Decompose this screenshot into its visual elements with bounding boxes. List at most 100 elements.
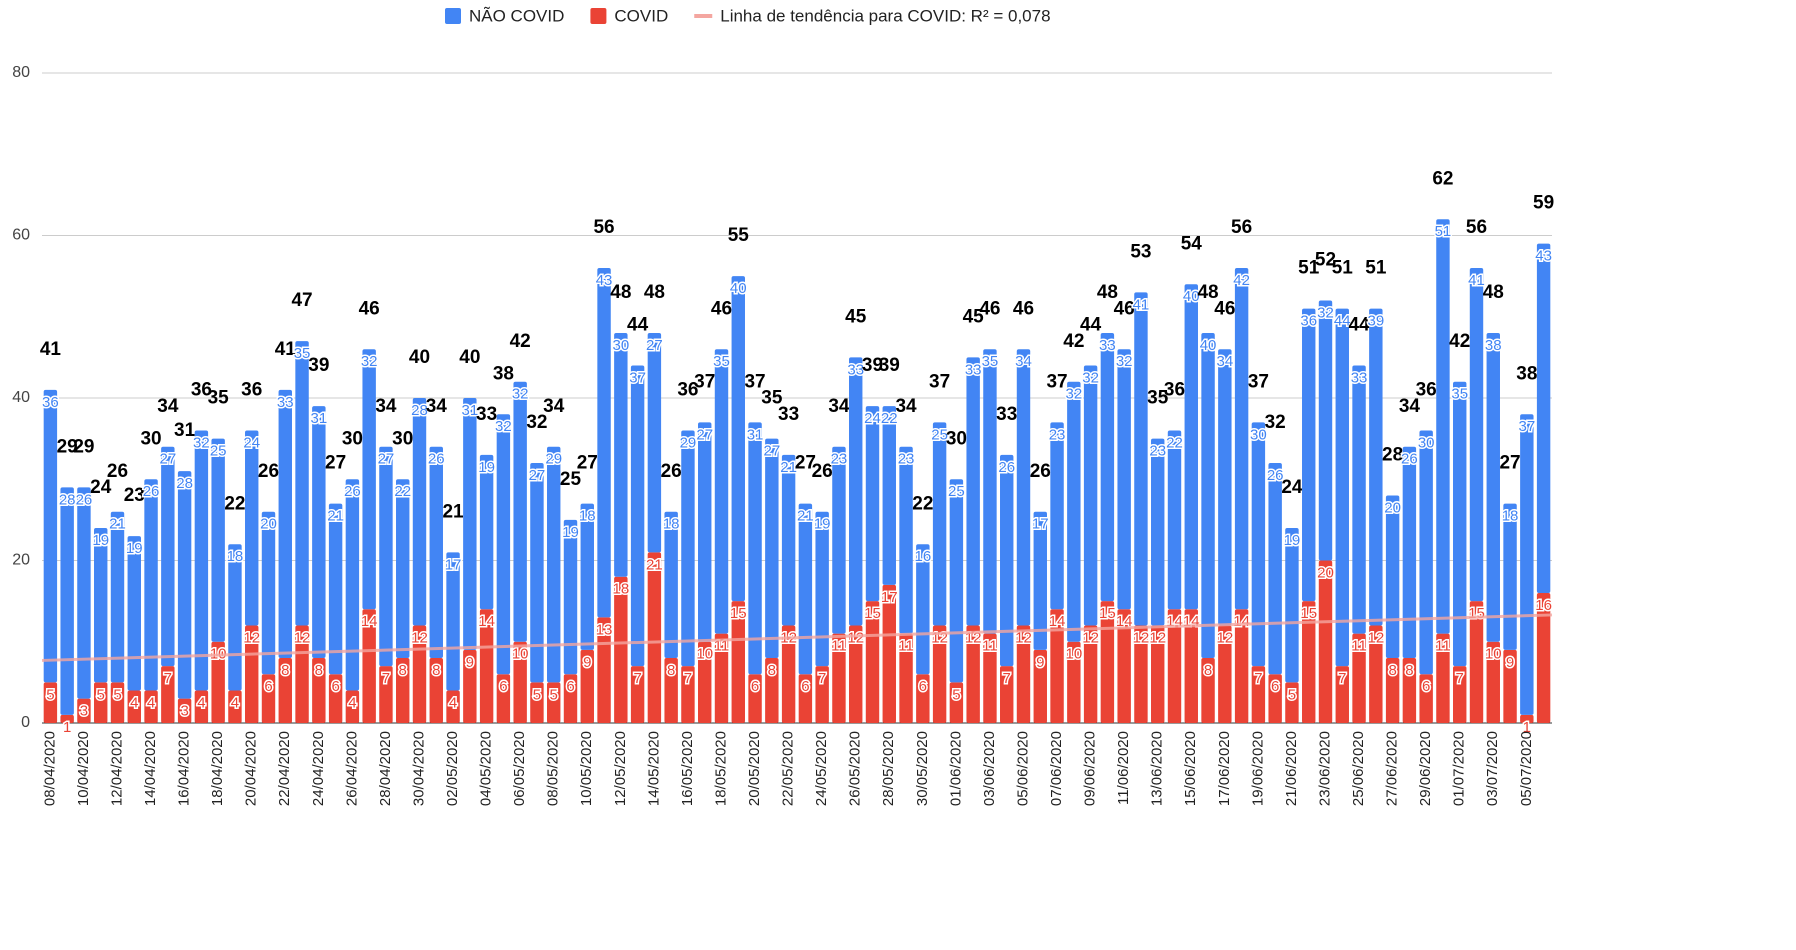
total-label: 36 [241,380,262,401]
x-tick-label: 30/04/2020 [410,731,427,806]
value-label: 25 [948,483,965,500]
total-label: 35 [208,388,230,409]
total-label: 56 [593,217,614,238]
total-label: 59 [1533,193,1554,214]
value-label: 1 [63,719,71,736]
value-label: 5 [46,686,54,703]
bar-segment [1520,714,1534,723]
bar-segment [781,454,796,626]
total-label: 34 [895,396,917,417]
x-tick-label: 03/06/2020 [981,731,998,806]
value-label: 6 [801,678,809,695]
value-label: 31 [310,410,327,427]
value-label: 26 [1401,451,1418,468]
bar-segment [513,381,527,642]
value-label: 27 [378,451,395,468]
bar-segment [412,398,427,626]
value-label: 33 [965,361,982,378]
value-label: 23 [831,451,848,468]
bar-segment [295,341,309,626]
total-label: 40 [409,347,430,368]
x-tick-label: 28/04/2020 [377,731,394,806]
x-tick-label: 04/05/2020 [478,731,495,806]
value-label: 7 [1254,670,1262,687]
value-label: 21 [109,516,126,533]
value-label: 28 [59,491,76,508]
value-label: 26 [1267,467,1284,484]
bar-segment [1318,300,1333,561]
value-label: 21 [797,508,814,525]
x-tick-label: 14/05/2020 [645,731,662,806]
bar-segment [949,479,964,683]
value-label: 11 [831,638,847,655]
total-label: 37 [929,371,950,392]
value-label: 5 [113,686,121,703]
x-tick-label: 05/06/2020 [1014,731,1031,806]
bar-segment [731,601,745,723]
value-label: 22 [1166,434,1183,451]
total-label: 54 [1181,233,1203,254]
bar-segment [295,625,309,723]
value-label: 27 [529,467,546,484]
total-label: 51 [1298,258,1320,279]
total-label: 26 [258,461,279,482]
value-label: 41 [1133,296,1150,313]
bar-segment [547,446,561,683]
value-label: 33 [277,394,294,411]
bar-segment [194,690,209,723]
total-label: 27 [325,453,346,474]
value-label: 14 [1183,613,1200,630]
bar-segment [882,406,896,585]
bar-segment [1016,625,1031,723]
total-label: 46 [1214,298,1235,319]
bar-segment [1419,674,1433,723]
bar-segment [781,625,796,723]
bar-segment [245,430,259,626]
bar-segment [1268,674,1282,723]
x-tick-label: 21/06/2020 [1283,731,1300,806]
value-label: 40 [730,280,747,297]
value-label: 23 [898,451,915,468]
total-label: 38 [493,363,514,384]
x-tick-label: 07/06/2020 [1048,731,1065,806]
bar-segment [1151,438,1165,626]
bar-segment [563,674,578,723]
value-label: 16 [1535,597,1552,614]
value-label: 7 [1003,670,1011,687]
bar-segment [379,666,393,723]
x-tick-label: 10/04/2020 [75,731,92,806]
bar-segment [966,625,980,723]
bar-segment [463,649,477,723]
bar-segment [815,511,829,667]
value-label: 22 [394,483,411,500]
value-label: 11 [1435,638,1451,655]
bar-segment [916,674,930,723]
value-label: 18 [579,508,596,525]
bar-segment [597,268,611,618]
legend-swatch [694,14,713,18]
total-label: 46 [1114,298,1135,319]
value-label: 22 [881,410,898,427]
value-label: 10 [696,646,713,663]
bar-segment [1134,625,1148,723]
value-label: 15 [1300,605,1317,622]
value-label: 15 [1468,605,1485,622]
value-label: 12 [1133,629,1150,646]
bar-segment [1067,381,1081,642]
bar-segment [1201,658,1215,723]
value-label: 7 [164,670,172,687]
value-label: 34 [1015,353,1032,370]
bar-segment [916,544,930,675]
bar-segment [530,682,544,723]
value-label: 5 [97,686,105,703]
bar-segment [882,584,896,723]
total-label: 24 [1281,477,1303,498]
value-label: 12 [243,629,260,646]
value-label: 23 [1049,426,1066,443]
value-label: 8 [399,662,407,679]
bar-segment [1067,641,1081,723]
bar-segment [1503,503,1517,650]
value-label: 26 [143,483,160,500]
value-label: 8 [667,662,675,679]
value-label: 12 [411,629,428,646]
